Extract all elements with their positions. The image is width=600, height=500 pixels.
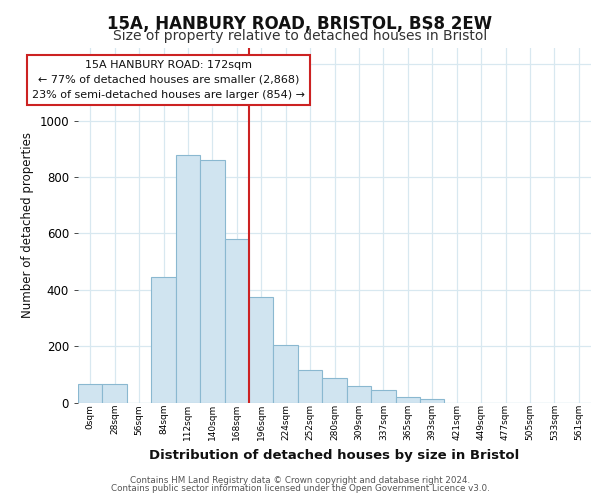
Bar (249, 297, 274, 403)
Bar (176, 154, 200, 402)
Bar (298, 370, 322, 402)
Bar (224, 239, 249, 402)
Bar (103, 384, 127, 402)
Text: Size of property relative to detached houses in Bristol: Size of property relative to detached ho… (113, 29, 487, 43)
Bar (371, 390, 395, 402)
Bar (151, 277, 176, 402)
Text: 15A HANBURY ROAD: 172sqm
← 77% of detached houses are smaller (2,868)
23% of sem: 15A HANBURY ROAD: 172sqm ← 77% of detach… (32, 60, 305, 100)
Text: Contains public sector information licensed under the Open Government Licence v3: Contains public sector information licen… (110, 484, 490, 493)
Bar (200, 160, 224, 402)
Text: 15A, HANBURY ROAD, BRISTOL, BS8 2EW: 15A, HANBURY ROAD, BRISTOL, BS8 2EW (107, 15, 493, 33)
Bar (395, 397, 420, 402)
Bar (420, 398, 445, 402)
Bar (322, 378, 347, 402)
Bar (78, 384, 103, 402)
Text: Contains HM Land Registry data © Crown copyright and database right 2024.: Contains HM Land Registry data © Crown c… (130, 476, 470, 485)
Bar (347, 386, 371, 402)
X-axis label: Distribution of detached houses by size in Bristol: Distribution of detached houses by size … (149, 448, 520, 462)
Bar (274, 344, 298, 403)
Y-axis label: Number of detached properties: Number of detached properties (20, 132, 34, 318)
